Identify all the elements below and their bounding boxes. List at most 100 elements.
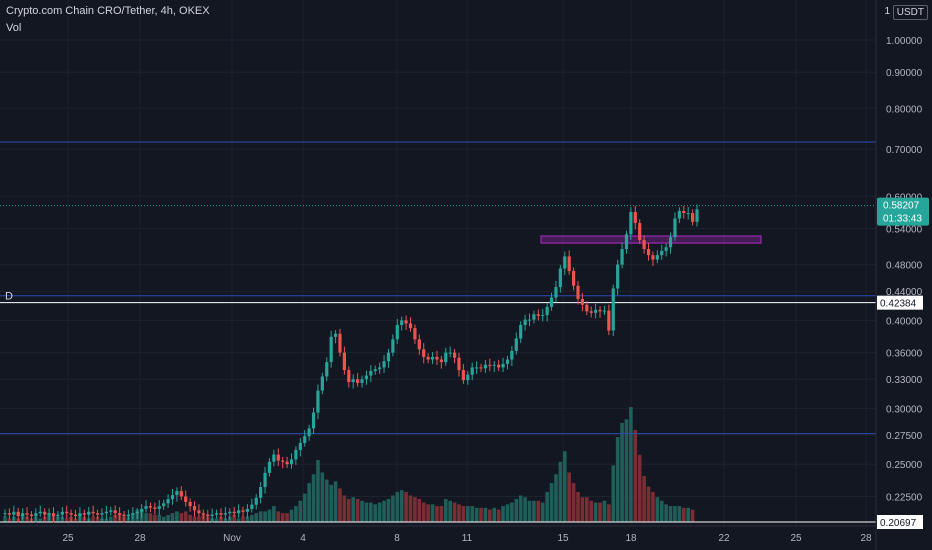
candle-body	[466, 374, 470, 381]
candle-body	[316, 390, 320, 413]
currency-button[interactable]: USDT	[892, 5, 928, 20]
candle-body	[25, 513, 29, 515]
candle-body	[369, 371, 373, 376]
candle-body	[554, 287, 558, 298]
candle-body	[338, 333, 342, 353]
time-axis[interactable]: 25 28 Nov 4 8 11 15 18 22 25 28	[62, 533, 872, 544]
volume-bar	[673, 506, 677, 522]
volume-bar	[655, 497, 660, 522]
volume-bar	[439, 506, 444, 522]
volume-bar	[651, 491, 655, 522]
candle-body	[413, 328, 417, 340]
time-tick-label: 15	[557, 533, 569, 544]
candle-body	[351, 379, 355, 383]
candle-body	[404, 320, 408, 324]
volume-bar	[466, 506, 470, 522]
volume-bar	[479, 507, 483, 522]
candle-body	[633, 212, 637, 223]
volume-bar	[245, 516, 250, 522]
candle-body	[571, 271, 576, 286]
volume-bar	[404, 491, 408, 522]
price-tick-label: 0.54000	[886, 225, 923, 236]
chart-title[interactable]: Crypto.com Chain CRO/Tether, 4h, OKEX	[6, 5, 210, 17]
candle-body	[109, 510, 113, 512]
candle-body	[333, 333, 338, 337]
candle-body	[549, 297, 554, 307]
candle-body	[184, 496, 188, 502]
candle-body	[56, 514, 60, 517]
time-tick-label: 28	[134, 533, 146, 544]
candle-body	[201, 513, 205, 515]
resistance-zone[interactable]	[540, 235, 762, 244]
price-axis[interactable]: 1.000000.900000.800000.700000.600000.540…	[886, 36, 923, 503]
volume-bar	[157, 514, 162, 522]
candle-body	[668, 237, 673, 248]
candle-body	[192, 506, 197, 511]
volume-bar	[369, 502, 373, 522]
volume-bar	[329, 484, 333, 522]
volume-bar	[540, 502, 545, 522]
volume-bar	[421, 502, 426, 522]
volume-bar	[505, 504, 510, 522]
volume-bar	[161, 516, 166, 522]
candle-body	[245, 508, 250, 512]
volume-bar	[100, 518, 104, 522]
candle-body	[594, 309, 598, 313]
volume-bar	[338, 488, 342, 522]
candle-body	[16, 511, 20, 517]
volume-bar	[280, 513, 285, 522]
candle-body	[144, 506, 148, 509]
price-tick-label: 0.33000	[886, 375, 923, 386]
candle-body	[51, 513, 56, 517]
candle-body	[135, 511, 139, 514]
candle-body	[483, 364, 488, 369]
candle-body	[60, 511, 64, 515]
volume-bar	[510, 502, 514, 522]
candle-body	[148, 506, 153, 508]
volume-bar	[448, 500, 452, 522]
volume-label[interactable]: Vol	[6, 22, 22, 34]
volume-bar	[514, 499, 519, 522]
time-tick-label: 8	[394, 533, 400, 544]
volume-bar	[108, 516, 113, 522]
line-price-label: 0.42384	[880, 299, 917, 310]
candle-body	[611, 288, 615, 331]
volume-bar	[668, 506, 673, 522]
volume-bar	[254, 513, 259, 522]
candle-body	[223, 513, 227, 515]
candle-body	[620, 249, 624, 265]
candle-body	[417, 339, 421, 350]
grid	[0, 0, 876, 526]
volume-bar	[536, 500, 541, 522]
volume-bar	[232, 514, 236, 522]
volume-bar	[373, 504, 378, 522]
volume-bar	[170, 513, 175, 522]
zone-rect[interactable]	[540, 235, 762, 244]
volume-bar	[532, 500, 536, 522]
candle-body	[686, 213, 690, 215]
candle-body	[91, 511, 95, 514]
candle-body	[488, 364, 492, 366]
candle-body	[100, 513, 104, 515]
candle-body	[241, 510, 245, 512]
line-price-label-bg	[877, 295, 923, 310]
candle-body	[3, 513, 7, 515]
time-tick-label: 28	[860, 533, 872, 544]
candle-body	[624, 234, 629, 250]
volume-bar	[399, 490, 404, 522]
volume-bar	[686, 507, 690, 522]
price-tick-label: 0.40000	[886, 316, 923, 327]
candle-body	[320, 376, 324, 391]
candle-body	[430, 356, 435, 360]
volume-bar	[197, 516, 201, 522]
candle-body	[523, 319, 527, 326]
volume-bar	[629, 407, 633, 522]
volume-bar	[554, 474, 558, 522]
candle-body	[510, 350, 514, 360]
candle-body	[386, 352, 391, 362]
horizontal-lines[interactable]	[0, 141, 876, 523]
time-tick-label: Nov	[223, 533, 241, 544]
volume-bar	[144, 513, 148, 522]
